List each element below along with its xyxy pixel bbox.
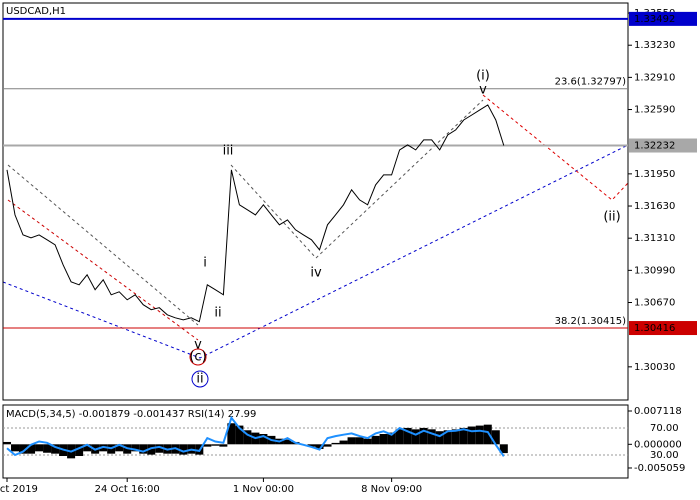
indicator-frame [2, 404, 629, 479]
level-label: 38.2(1.30415) [555, 316, 627, 327]
macd-bar [355, 437, 364, 445]
macd-bar [403, 427, 412, 445]
macd-bar [371, 435, 380, 445]
macd-bar [499, 444, 508, 454]
macd-bar [203, 444, 212, 447]
macd-bar [211, 444, 220, 446]
macd-bar [339, 440, 348, 445]
wave-label: iv [310, 266, 322, 281]
macd-bar [491, 430, 500, 445]
y-tick-label: 1.33230 [634, 40, 675, 51]
wave-label: i [203, 256, 207, 271]
wave-circle [189, 348, 207, 366]
macd-bar [51, 444, 60, 454]
wave-label: (ii) [603, 210, 620, 225]
macd-bar [235, 425, 244, 445]
macd-bar [387, 432, 396, 445]
macd-bar [483, 424, 492, 445]
macd-bar [307, 444, 316, 447]
y-tick-label: -0.005059 [634, 463, 685, 474]
macd-bar [35, 444, 44, 452]
price-tag-label: 1.30416 [634, 323, 675, 334]
y2-tick-label: 30.00 [650, 450, 679, 461]
y-tick-label: 1.30670 [634, 298, 675, 309]
macd-bar [395, 429, 404, 445]
macd-bar [459, 427, 468, 445]
macd-bar [435, 431, 444, 445]
macd-bar [379, 434, 388, 445]
macd-bar [243, 430, 252, 445]
price-tag [629, 138, 697, 153]
macd-bar [131, 444, 140, 452]
macd-bar [427, 429, 436, 445]
macd-bar [347, 437, 356, 445]
wave-label: iii [223, 144, 234, 159]
macd-bar [83, 444, 92, 452]
wave-label: ii [196, 372, 203, 387]
macd-bar [179, 444, 188, 455]
price-tag-label: 1.32232 [634, 141, 675, 152]
macd-bar [363, 438, 372, 445]
x-tick-label: 24 Oct 16:00 [95, 484, 160, 495]
wave-circle [191, 370, 209, 388]
wave-label: (i) [476, 69, 490, 84]
macd-bar [11, 444, 20, 452]
macd-bar [115, 444, 124, 452]
wave-label: ii [214, 306, 221, 321]
price-tag [629, 321, 697, 336]
macd-bar [451, 429, 460, 445]
chart-title: USDCAD,H1 [6, 6, 66, 17]
macd-bar [27, 444, 36, 454]
macd-bar [43, 444, 52, 453]
level-label: 23.6(1.32797) [555, 77, 627, 88]
indicator-label: MACD(5,34,5) -0.001879 -0.001437 RSI(14)… [6, 409, 256, 420]
macd-bar [227, 423, 236, 445]
macd-bar [155, 444, 164, 453]
macd-bar [323, 444, 332, 447]
x-tick-label: 17 Oct 2019 [0, 484, 38, 495]
macd-bar [443, 430, 452, 445]
macd-bar [419, 427, 428, 445]
y-tick-label: 1.32910 [634, 72, 675, 83]
y-tick-label: 1.30030 [634, 362, 675, 373]
macd-bar [411, 429, 420, 445]
price-line [6, 104, 505, 323]
y-tick-label: 0.007118 [634, 406, 682, 417]
y-tick-label: 1.31310 [634, 233, 675, 244]
price-tag [629, 11, 697, 26]
macd-bar [3, 441, 12, 445]
macd-bar [75, 444, 84, 457]
y2-tick-label: 70.00 [650, 423, 679, 434]
trend-lines [2, 94, 629, 359]
y-tick-label: 1.30990 [634, 265, 675, 276]
red-projection [482, 94, 629, 201]
macd-bar [139, 444, 148, 454]
rsi-line [6, 415, 505, 457]
macd-bar [283, 439, 292, 445]
wave-label: v [194, 338, 202, 353]
wave-label: v [479, 83, 487, 98]
y-tick-label: 1.31630 [634, 201, 675, 212]
blue-channel [2, 144, 629, 359]
macd-bar [475, 425, 484, 445]
gray-channel [7, 164, 199, 326]
y-tick-label: 0.000000 [634, 439, 682, 450]
macd-bar [331, 442, 340, 445]
x-tick-label: 8 Nov 09:00 [361, 484, 422, 495]
y-tick-label: 1.31950 [634, 169, 675, 180]
macd-bar [467, 426, 476, 445]
macd-bar [315, 444, 324, 449]
macd-bar [259, 434, 268, 445]
macd-bar [219, 444, 228, 447]
main-frame [2, 2, 629, 401]
wave-label: (c) [189, 350, 206, 365]
macd-bar [147, 444, 156, 455]
macd-bar [19, 444, 28, 454]
price-tag-label: 1.33492 [634, 14, 675, 25]
y-tick-label: 1.32590 [634, 105, 675, 116]
x-tick-label: 1 Nov 00:00 [233, 484, 294, 495]
